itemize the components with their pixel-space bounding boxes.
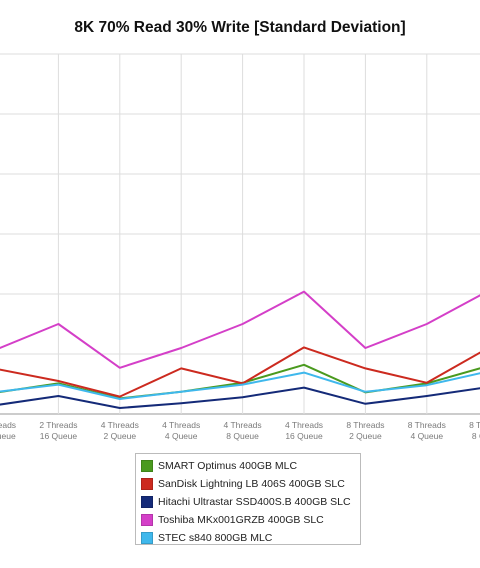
x-tick-label-line: 4 Queue [165, 431, 198, 441]
series-line-4 [0, 290, 480, 369]
legend-item: SMART Optimus 400GB MLC [141, 457, 360, 475]
x-tick-label-line: 1 Threads [0, 420, 16, 430]
legend-label: Toshiba MKx001GRZB 400GB SLC [158, 514, 324, 526]
x-tick-label-line: 4 Threads [162, 420, 200, 430]
legend-item: STEC s840 800GB MLC [141, 529, 360, 547]
legend-swatch [141, 478, 153, 490]
legend-label: SMART Optimus 400GB MLC [158, 460, 298, 472]
legend: SMART Optimus 400GB MLC SanDisk Lightning… [135, 453, 361, 545]
legend-label: SanDisk Lightning LB 406S 400GB SLC [158, 478, 345, 490]
x-tick-label: 4 Threads 2 Queue [101, 420, 139, 441]
x-tick-label: 8 Threads 4 Queue [408, 420, 446, 441]
x-tick-label-line: 2 Threads [39, 420, 77, 430]
x-tick-label-line: 2 Queue [103, 431, 136, 441]
x-tick-label-line: 16 Queue [40, 431, 78, 441]
series-line-5 [0, 371, 480, 400]
x-tick-label-line: 16 Queue [285, 431, 323, 441]
x-tick-label-line: 8 Threads [408, 420, 446, 430]
series-line-2 [0, 346, 480, 398]
legend-label: STEC s840 800GB MLC [158, 532, 273, 544]
x-tick-label: 8 Threads 2 Queue [346, 420, 384, 441]
legend-item: Hitachi Ultrastar SSD400S.B 400GB SLC [141, 493, 360, 511]
legend-swatch [141, 460, 153, 472]
legend-item: SanDisk Lightning LB 406S 400GB SLC [141, 475, 360, 493]
legend-swatch [141, 496, 153, 508]
x-tick-label-line: 4 Threads [101, 420, 139, 430]
x-tick-label: 4 Threads 4 Queue [162, 420, 200, 441]
legend-swatch [141, 514, 153, 526]
x-tick-label-line: 8 Queue [472, 431, 480, 441]
x-tick-label-line: 8 Queue [226, 431, 259, 441]
x-tick-label-line: 8 Threads [469, 420, 480, 430]
x-tick-label: 4 Threads 16 Queue [285, 420, 323, 441]
legend-swatch [141, 532, 153, 544]
legend-label: Hitachi Ultrastar SSD400S.B 400GB SLC [158, 496, 351, 508]
x-tick-label-line: 16 Queue [0, 431, 16, 441]
x-tick-label-line: 4 Threads [285, 420, 323, 430]
x-tick-label: 2 Threads 16 Queue [39, 420, 77, 441]
x-tick-label-line: 2 Queue [349, 431, 382, 441]
chart-title: 8K 70% Read 30% Write [Standard Deviatio… [74, 19, 406, 36]
x-tick-label: 4 Threads 8 Queue [224, 420, 262, 441]
legend-item: Toshiba MKx001GRZB 400GB SLC [141, 511, 360, 529]
series-line-3 [0, 386, 480, 409]
x-tick-label-line: 8 Threads [346, 420, 384, 430]
x-tick-label-line: 4 Threads [224, 420, 262, 430]
series-line-1 [0, 363, 480, 400]
x-tick-label-line: 4 Queue [410, 431, 443, 441]
